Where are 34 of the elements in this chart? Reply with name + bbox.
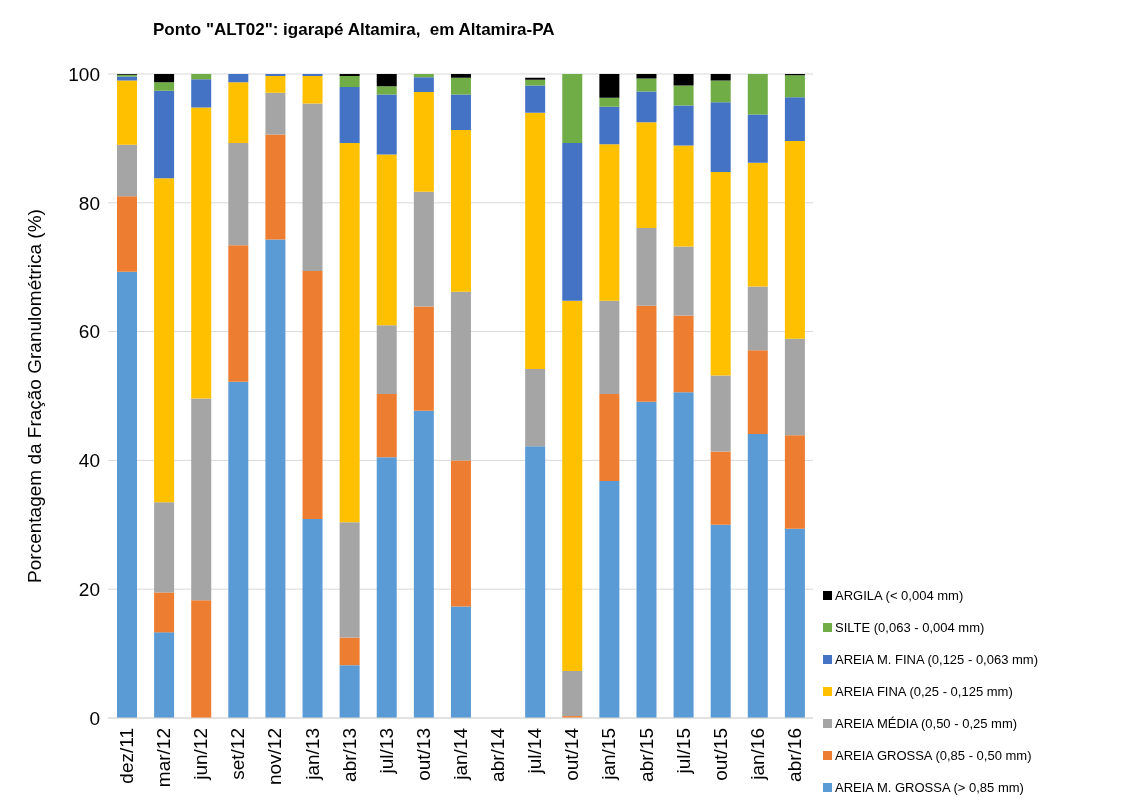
x-tick-label: jul/13	[375, 728, 397, 775]
y-tick-label: 60	[78, 321, 100, 343]
y-tick-label: 20	[78, 578, 100, 600]
legend-label: AREIA M. FINA (0,125 - 0,063 mm)	[835, 651, 1039, 667]
x-tick-label: abr/15	[635, 728, 657, 782]
legend-label: AREIA FINA (0,25 - 0,125 mm)	[835, 683, 1013, 699]
x-tick-label: jan/15	[598, 728, 620, 781]
x-tick-label: abr/13	[338, 728, 360, 782]
y-tick-label: 40	[78, 450, 100, 472]
x-tick-label: abr/14	[487, 727, 509, 782]
x-tick-label: set/12	[227, 728, 249, 780]
x-tick-label: jun/12	[190, 728, 212, 781]
x-tick-label: out/14	[561, 727, 583, 781]
legend-label: ARGILA (< 0,004 mm)	[835, 587, 964, 603]
x-tick-label: jan/13	[301, 728, 323, 781]
legend-label: AREIA M. GROSSA (> 0,85 mm)	[835, 779, 1024, 795]
x-tick-label: jul/14	[524, 727, 546, 775]
y-tick-label: 100	[68, 63, 100, 85]
legend-label: SILTE (0,063 - 0,004 mm)	[835, 619, 985, 635]
x-tick-label: mar/12	[153, 728, 175, 788]
y-tick-label: 80	[78, 192, 100, 214]
legend-label: AREIA GROSSA (0,85 - 0,50 mm)	[835, 747, 1032, 763]
legend-label: AREIA MÉDIA (0,50 - 0,25 mm)	[835, 715, 1018, 731]
x-tick-label: jan/14	[449, 727, 471, 781]
y-tick-label: 0	[89, 707, 100, 729]
x-tick-label: jul/15	[672, 728, 694, 775]
x-tick-label: jan/16	[746, 728, 768, 781]
x-tick-label: out/15	[709, 728, 731, 781]
x-tick-label: out/13	[412, 728, 434, 781]
x-tick-label: abr/16	[783, 728, 805, 782]
x-tick-label: dez/11	[116, 728, 138, 784]
chart-title: Ponto "ALT02": igarapé Altamira, em Altamira-PA	[153, 20, 555, 40]
x-tick-label: nov/12	[264, 728, 286, 786]
y-axis-title: Porcentagem da Fração Granulométrica (%)	[23, 209, 45, 583]
